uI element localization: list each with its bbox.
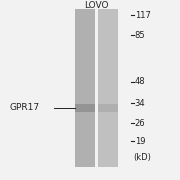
Bar — [98, 9, 118, 167]
Text: 85: 85 — [135, 31, 145, 40]
Text: 19: 19 — [135, 137, 145, 146]
Bar — [98, 104, 118, 112]
Text: 48: 48 — [135, 77, 145, 86]
Bar — [75, 9, 95, 167]
Bar — [75, 104, 95, 112]
Text: 117: 117 — [135, 11, 150, 20]
Text: (kD): (kD) — [133, 153, 151, 162]
Text: 34: 34 — [135, 99, 145, 108]
Text: GPR17: GPR17 — [10, 103, 40, 112]
Text: LOVO: LOVO — [84, 1, 109, 10]
Text: 26: 26 — [135, 119, 145, 128]
